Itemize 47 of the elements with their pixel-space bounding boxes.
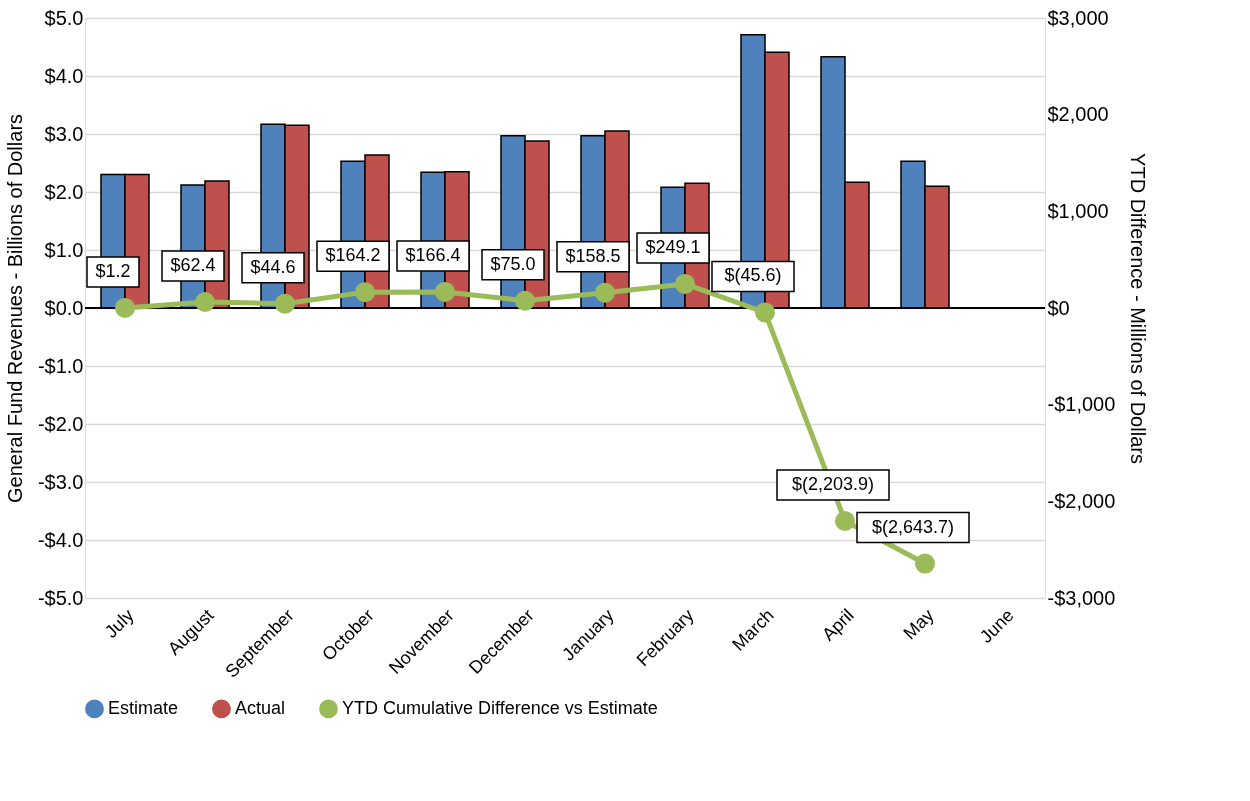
data-label: $(2,643.7) (871, 516, 955, 537)
point (755, 302, 775, 323)
y2-axis-title: YTD Difference - Millions of Dollars (1127, 153, 1150, 464)
y-axis-title: General Fund Revenues - Billions of Dollars (3, 113, 26, 504)
y-tick-label: $4.0 (44, 64, 84, 87)
legend-label: Estimate (108, 697, 179, 718)
point (195, 291, 215, 312)
y-tick-label: -$1.0 (37, 354, 84, 377)
y2-tick-label: -$1,000 (1047, 393, 1116, 416)
y-tick-label: -$2.0 (37, 412, 84, 435)
point (595, 282, 615, 303)
y2-tick-label: -$3,000 (1047, 586, 1116, 609)
point (515, 290, 535, 311)
point (435, 281, 455, 302)
y-tick-label: $5.0 (44, 6, 84, 29)
data-label: $(2,203.9) (791, 474, 875, 495)
y-tick-label: -$4.0 (37, 528, 84, 551)
y2-tick-label: $1,000 (1047, 199, 1109, 222)
y2-tick-label: -$2,000 (1047, 489, 1116, 512)
point (275, 293, 295, 314)
y-tick-label: $0.0 (44, 296, 84, 319)
point (915, 553, 935, 574)
y-tick-label: $2.0 (44, 180, 84, 203)
data-label: $75.0 (490, 253, 536, 274)
x-tick-label: July (100, 605, 138, 642)
y-tick-label: -$3.0 (37, 470, 84, 493)
legend-label: YTD Cumulative Difference vs Estimate (342, 697, 658, 718)
data-label: $249.1 (645, 236, 701, 257)
point (675, 273, 695, 294)
y2-tick-label: $2,000 (1047, 103, 1109, 126)
data-label: $62.4 (170, 254, 216, 275)
data-label: $158.5 (565, 245, 621, 266)
legend-label: Actual (235, 697, 286, 718)
point (115, 297, 135, 318)
y-tick-label: -$5.0 (37, 586, 84, 609)
x-tick-label: May (899, 605, 938, 644)
y2-tick-label: $3,000 (1047, 6, 1109, 29)
data-label: $166.4 (405, 244, 461, 265)
data-label: $(45.6) (724, 265, 782, 286)
data-label: $164.2 (325, 245, 381, 266)
point (835, 511, 855, 532)
point (355, 282, 375, 303)
data-label: $1.2 (95, 260, 131, 281)
y-tick-label: $3.0 (44, 122, 84, 145)
y2-tick-label: $0 (1047, 296, 1070, 319)
data-label: $44.6 (250, 256, 296, 277)
y-tick-label: $1.0 (44, 238, 84, 261)
